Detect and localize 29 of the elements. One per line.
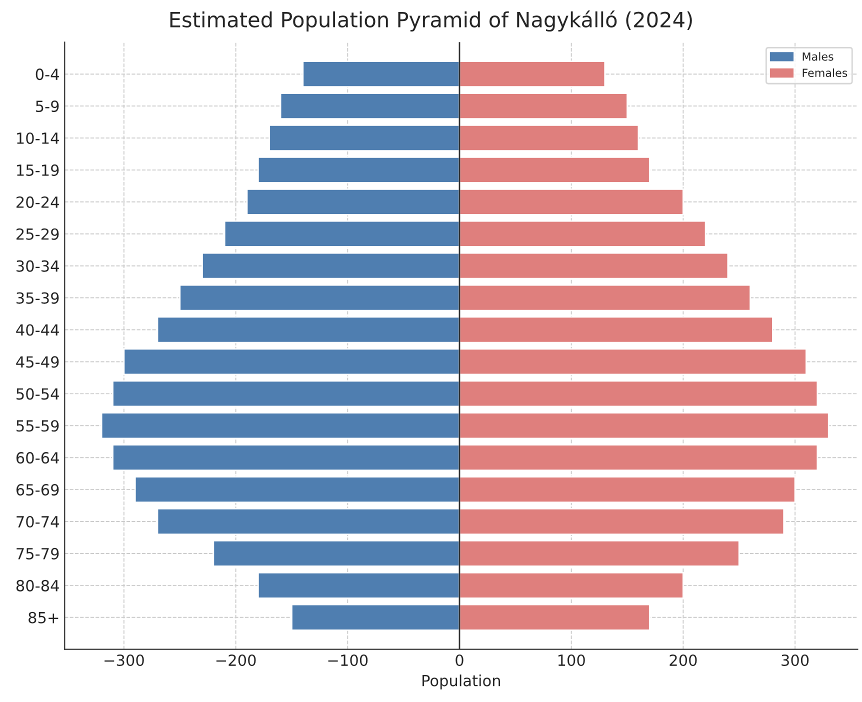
y-tick-label: 65-69 bbox=[16, 484, 59, 496]
x-tick-label: −300 bbox=[104, 654, 144, 666]
y-tick-label: 0-4 bbox=[36, 68, 59, 80]
x-axis-title: Population bbox=[422, 674, 500, 690]
y-tick-label: 70-74 bbox=[16, 516, 59, 528]
x-tick-label: 300 bbox=[782, 654, 809, 666]
legend-label: Males bbox=[802, 52, 834, 61]
y-tick-label: 20-24 bbox=[16, 196, 59, 208]
x-tick-label: −200 bbox=[216, 654, 256, 666]
x-tick-label: 0 bbox=[456, 654, 464, 666]
y-tick-label: 85+ bbox=[28, 612, 58, 624]
y-tick-label: 60-64 bbox=[16, 452, 59, 464]
y-tick-label: 5-9 bbox=[36, 100, 59, 112]
y-tick-label: 75-79 bbox=[16, 548, 59, 560]
y-tick-label: 40-44 bbox=[16, 324, 59, 336]
y-tick-label: 55-59 bbox=[16, 420, 59, 432]
x-tick-label: 200 bbox=[670, 654, 697, 666]
y-tick-label: 25-29 bbox=[16, 228, 59, 240]
y-tick-label: 80-84 bbox=[16, 580, 59, 592]
legend-label: Females bbox=[802, 68, 848, 78]
y-tick-label: 35-39 bbox=[16, 292, 59, 304]
chart-title: Estimated Population Pyramid of Nagykálló (2024) bbox=[170, 10, 692, 32]
y-tick-label: 50-54 bbox=[16, 388, 59, 400]
x-tick-label: 100 bbox=[558, 654, 585, 666]
y-tick-label: 10-14 bbox=[17, 132, 59, 144]
y-tick-label: 15-19 bbox=[17, 164, 59, 176]
x-tick-label: −100 bbox=[328, 654, 368, 666]
y-tick-label: 45-49 bbox=[16, 356, 59, 368]
y-tick-label: 30-34 bbox=[16, 260, 59, 272]
